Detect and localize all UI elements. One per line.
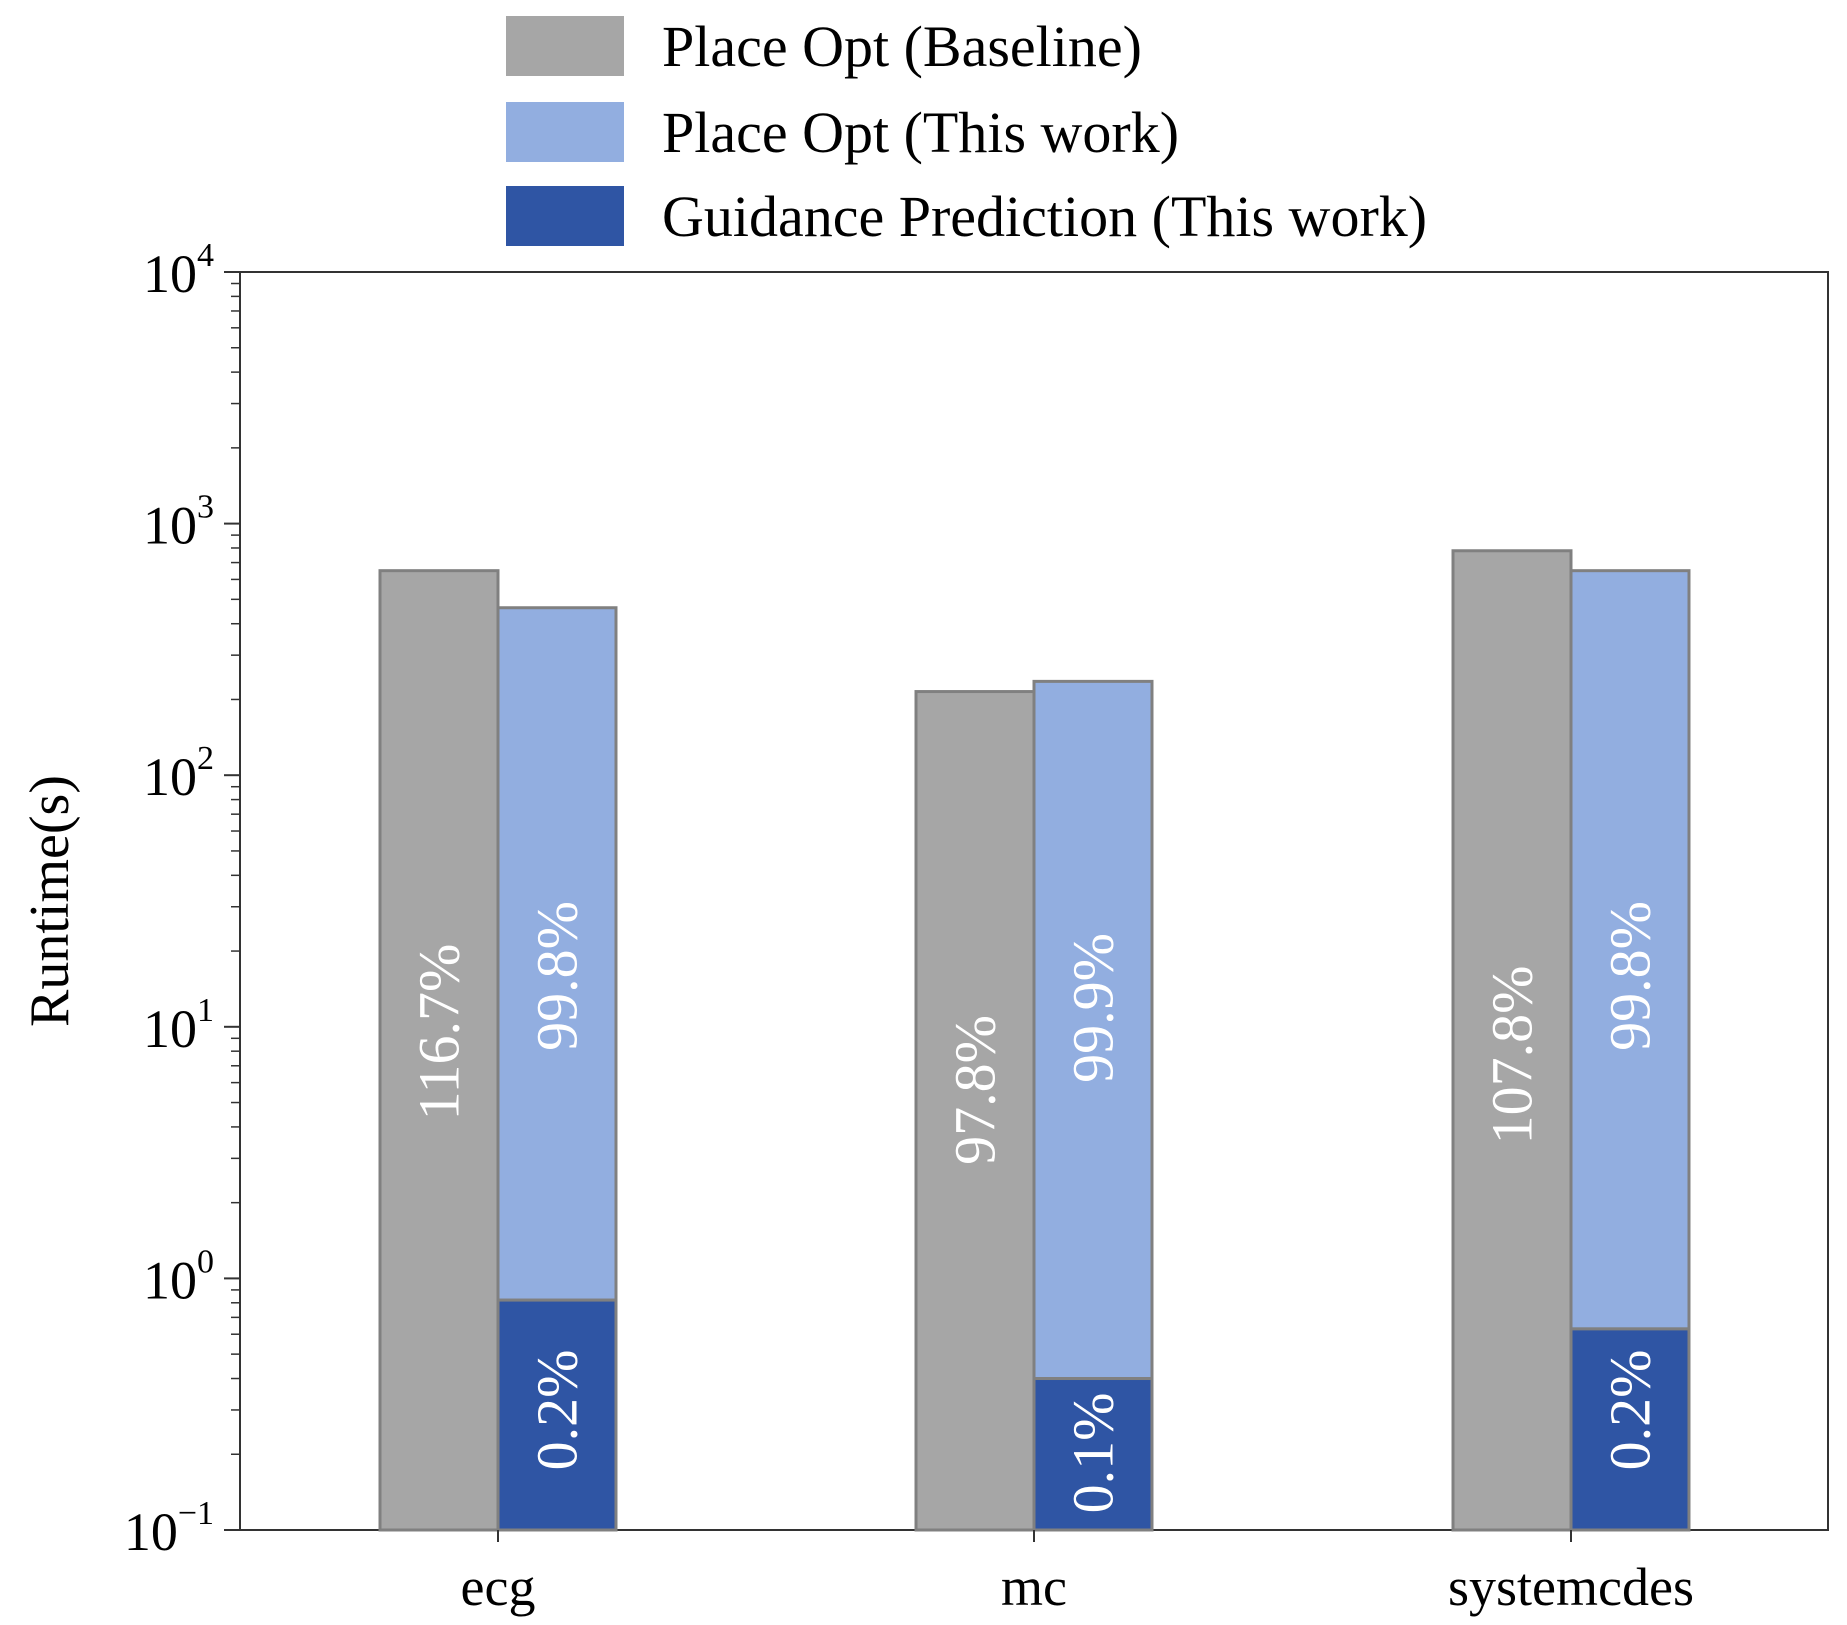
y-tick-label: 10−1 bbox=[124, 1495, 214, 1562]
y-axis-label: Runtime(s) bbox=[19, 775, 81, 1027]
label-guidance-ecg: 0.2% bbox=[525, 1350, 590, 1471]
x-tick-label-ecg: ecg bbox=[461, 1557, 536, 1617]
bar-thiswork-mc bbox=[1032, 679, 1154, 1381]
legend-swatch-2 bbox=[506, 186, 624, 246]
label-guidance-systemcdes: 0.2% bbox=[1598, 1350, 1663, 1471]
legend-swatch-1 bbox=[506, 102, 624, 162]
y-tick-label: 102 bbox=[143, 740, 214, 807]
y-tick-label: 104 bbox=[143, 237, 214, 304]
legend-swatch-0 bbox=[506, 16, 624, 76]
bar-guidance-ecg bbox=[496, 1298, 618, 1532]
x-tick-label-mc: mc bbox=[1001, 1557, 1067, 1617]
label-thiswork-mc: 99.9% bbox=[1061, 933, 1126, 1083]
label-baseline-mc: 97.8% bbox=[943, 1015, 1008, 1165]
legend-label-0: Place Opt (Baseline) bbox=[662, 14, 1142, 79]
legend-label-1: Place Opt (This work) bbox=[662, 100, 1179, 165]
label-thiswork-ecg: 99.8% bbox=[525, 901, 590, 1051]
bar-thiswork-ecg bbox=[496, 606, 618, 1302]
label-baseline-systemcdes: 107.8% bbox=[1480, 966, 1545, 1145]
label-baseline-ecg: 116.7% bbox=[407, 944, 472, 1121]
x-tick-label-systemcdes: systemcdes bbox=[1448, 1557, 1694, 1617]
legend-label-2: Guidance Prediction (This work) bbox=[662, 184, 1427, 249]
bar-guidance-systemcdes bbox=[1569, 1327, 1691, 1532]
bar-baseline-ecg bbox=[378, 569, 500, 1532]
bar-thiswork-systemcdes bbox=[1569, 569, 1691, 1331]
y-tick-label: 103 bbox=[143, 489, 214, 556]
y-tick-label: 100 bbox=[143, 1243, 214, 1310]
bar-baseline-systemcdes bbox=[1451, 549, 1573, 1532]
label-thiswork-systemcdes: 99.8% bbox=[1598, 901, 1663, 1051]
y-tick-label: 101 bbox=[143, 992, 214, 1059]
label-guidance-mc: 0.1% bbox=[1061, 1393, 1126, 1514]
bar-guidance-mc bbox=[1032, 1377, 1154, 1532]
